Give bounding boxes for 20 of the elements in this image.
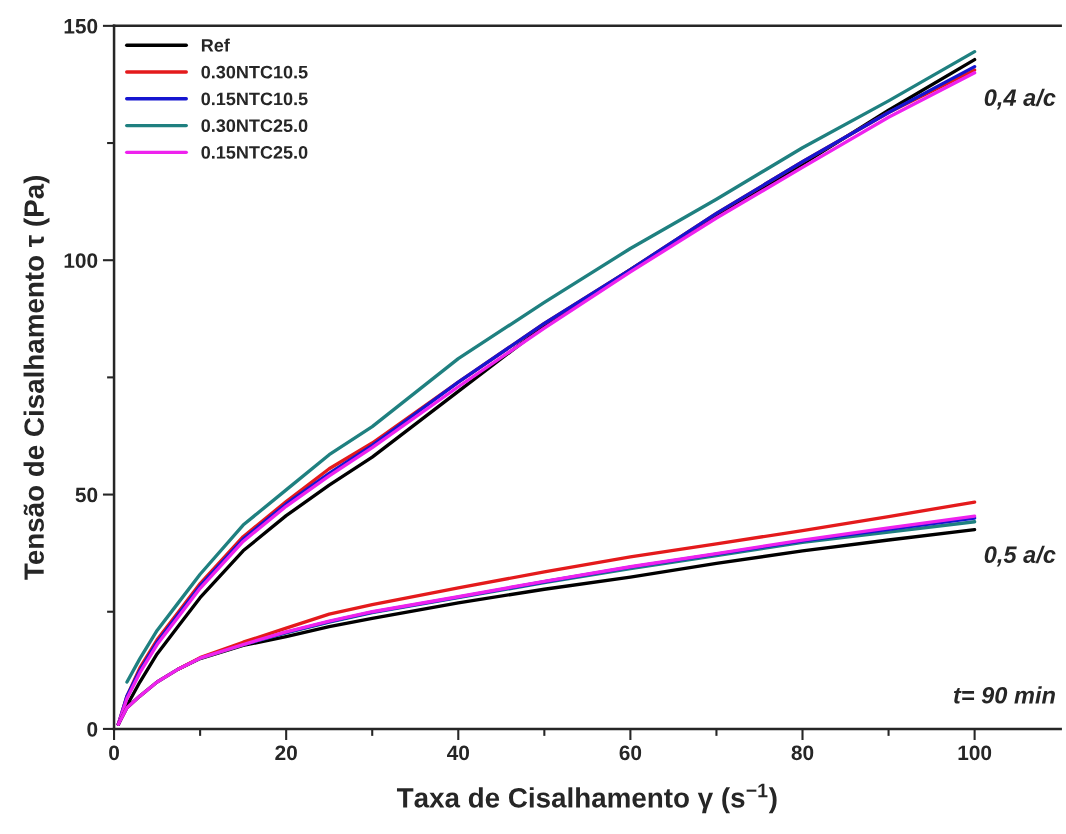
legend-label: 0.30NTC10.5	[201, 65, 308, 79]
y-tick-label: 100	[64, 253, 98, 268]
annotation: 0,5 a/c	[984, 545, 1056, 567]
annotation: t= 90 min	[953, 686, 1055, 704]
legend-label: 0.15NTC25.0	[201, 146, 308, 159]
y-tick-label: 0	[87, 721, 98, 737]
x-axis-title: Taxa de Cisalhamento γ (s$^{−1}$)	[396, 783, 777, 814]
x-tick-label: 20	[275, 745, 297, 761]
y-tick-label: 50	[75, 487, 98, 503]
y-tick-label: 150	[64, 18, 98, 34]
y-axis-title: Tensão de Cisalhamento τ (Pa)	[23, 176, 50, 580]
x-tick-label: 40	[447, 745, 470, 761]
x-tick-label: 60	[619, 745, 642, 761]
x-tick-label: 0	[109, 745, 119, 761]
legend-label: Ref	[201, 38, 230, 52]
x-tick-label: 100	[958, 745, 992, 761]
legend-label: 0.30NTC25.0	[201, 119, 308, 133]
legend-label: 0.15NTC10.5	[201, 92, 308, 106]
annotation: 0,4 a/c	[984, 88, 1056, 110]
x-tick-label: 80	[791, 745, 814, 761]
